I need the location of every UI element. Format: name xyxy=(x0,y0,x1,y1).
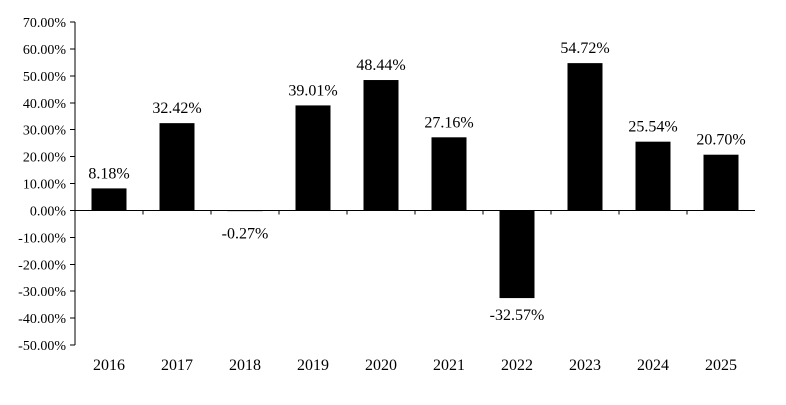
y-tick-label: 40.00% xyxy=(23,97,67,112)
x-tick-label: 2021 xyxy=(433,357,465,374)
data-label-2022: -32.57% xyxy=(490,307,545,324)
y-axis: 70.00% 60.00% 50.00% 40.00% 30.00% 20.00% 10.0… xyxy=(18,16,76,354)
data-label-2016: 8.18% xyxy=(88,165,129,182)
bar-2023 xyxy=(567,63,603,211)
y-tick-label: 50.00% xyxy=(23,70,67,85)
bars xyxy=(91,63,739,299)
y-tick-label: -10.00% xyxy=(18,231,66,246)
y-tick-label: -40.00% xyxy=(18,312,66,327)
x-axis: 2016 2017 2018 2019 2020 2021 2022 2023 2024 2025 xyxy=(75,209,755,374)
y-tick-label: 70.00% xyxy=(23,16,67,31)
data-label-2018: -0.27% xyxy=(222,225,269,242)
bar-2021 xyxy=(431,137,467,211)
x-tick-label: 2022 xyxy=(501,357,533,374)
x-tick-label: 2025 xyxy=(705,357,737,374)
x-tick-label: 2018 xyxy=(229,357,261,374)
bar-2019 xyxy=(295,105,331,211)
y-tick-label: 20.00% xyxy=(23,151,67,166)
bar-2020 xyxy=(363,80,399,211)
data-label-2020: 48.44% xyxy=(356,57,405,74)
x-tick-label: 2020 xyxy=(365,357,397,374)
x-tick-label: 2024 xyxy=(637,357,669,374)
data-label-2025: 20.70% xyxy=(696,132,745,149)
x-tick-label: 2023 xyxy=(569,357,601,374)
bar-2016 xyxy=(91,188,127,211)
y-tick-label: -20.00% xyxy=(18,258,66,273)
x-tick-label: 2016 xyxy=(93,357,125,374)
x-tick-label: 2017 xyxy=(161,357,193,374)
bar-2017 xyxy=(159,123,195,211)
bar-2025 xyxy=(703,154,739,211)
x-tick-label: 2019 xyxy=(297,357,329,374)
y-tick-label: 60.00% xyxy=(23,43,67,58)
y-tick-label: 30.00% xyxy=(23,124,67,139)
y-tick-label: -50.00% xyxy=(18,339,66,354)
data-label-2021: 27.16% xyxy=(424,114,473,131)
y-tick-label: 10.00% xyxy=(23,178,67,193)
data-label-2019: 39.01% xyxy=(288,82,337,99)
y-tick-label: -30.00% xyxy=(18,285,66,300)
data-label-2017: 32.42% xyxy=(152,100,201,117)
data-label-2023: 54.72% xyxy=(560,40,609,57)
data-labels: 8.18% 32.42% -0.27% 39.01% 48.44% 27.16% -32.5… xyxy=(88,40,745,324)
y-tick-label: 0.00% xyxy=(30,204,67,219)
data-label-2024: 25.54% xyxy=(628,119,677,136)
bar-2022 xyxy=(499,210,535,299)
bar-2024 xyxy=(635,141,671,211)
